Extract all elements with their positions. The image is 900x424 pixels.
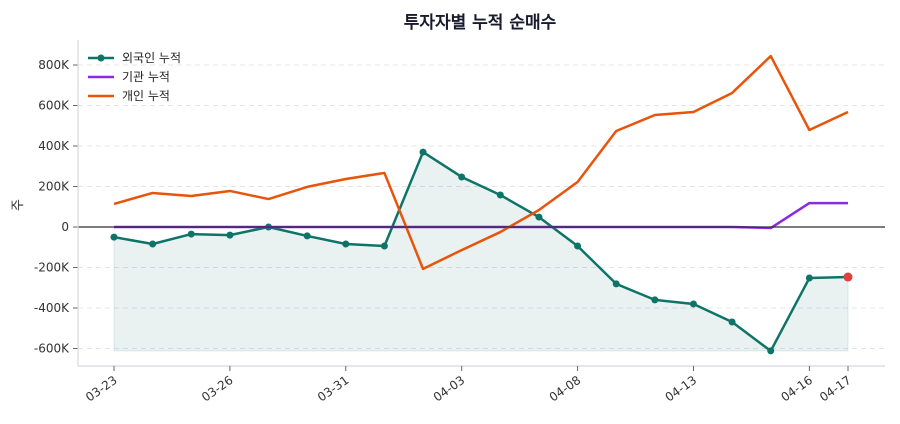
data-point xyxy=(535,213,543,221)
y-tick-label: 400K xyxy=(38,139,70,153)
y-tick-label: -400K xyxy=(34,301,70,315)
x-tick-label: 04-03 xyxy=(431,373,468,404)
chart-title: 투자자별 누적 순매수 xyxy=(404,13,557,33)
last-point-marker xyxy=(843,272,853,282)
data-point xyxy=(149,240,157,248)
data-point xyxy=(496,191,504,199)
series-line-2 xyxy=(113,54,849,271)
area-fill xyxy=(113,151,849,352)
x-tick-label: 03-26 xyxy=(199,373,236,404)
data-point xyxy=(226,231,234,239)
x-tick-label: 04-16 xyxy=(778,373,815,404)
data-point xyxy=(419,148,427,156)
x-tick-label: 03-31 xyxy=(315,373,352,404)
y-axis-label: 주 xyxy=(11,199,26,211)
data-point xyxy=(380,242,388,250)
data-point xyxy=(458,173,466,181)
x-tick-label: 03-23 xyxy=(83,373,120,404)
y-tick-label: -600K xyxy=(34,342,70,356)
data-point xyxy=(805,274,813,282)
data-point xyxy=(110,233,118,241)
data-point xyxy=(728,318,736,326)
y-tick-label: 0 xyxy=(61,220,69,234)
x-tick-label: 04-13 xyxy=(663,373,700,404)
series-line-0 xyxy=(113,150,849,353)
data-point xyxy=(303,232,311,240)
data-point xyxy=(767,347,775,355)
data-point xyxy=(342,240,350,248)
x-tick-label: 04-08 xyxy=(547,373,584,404)
y-tick-label: -200K xyxy=(34,261,70,275)
legend-label: 외국인 누적 xyxy=(122,51,181,65)
x-tick-label: 04-17 xyxy=(817,373,854,404)
y-tick-label: 600K xyxy=(38,99,70,113)
legend-marker xyxy=(97,54,105,62)
legend-label: 기관 누적 xyxy=(122,70,170,84)
legend-label: 개인 누적 xyxy=(122,89,170,103)
y-tick-label: 200K xyxy=(38,180,70,194)
data-point xyxy=(612,280,620,288)
y-tick-label: 800K xyxy=(38,58,70,72)
data-point xyxy=(689,300,697,308)
data-point xyxy=(574,242,582,250)
data-point xyxy=(187,230,195,238)
data-point xyxy=(651,296,659,304)
